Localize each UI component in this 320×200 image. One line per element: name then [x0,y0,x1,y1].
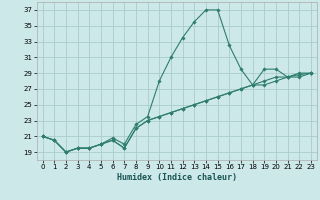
X-axis label: Humidex (Indice chaleur): Humidex (Indice chaleur) [117,173,237,182]
